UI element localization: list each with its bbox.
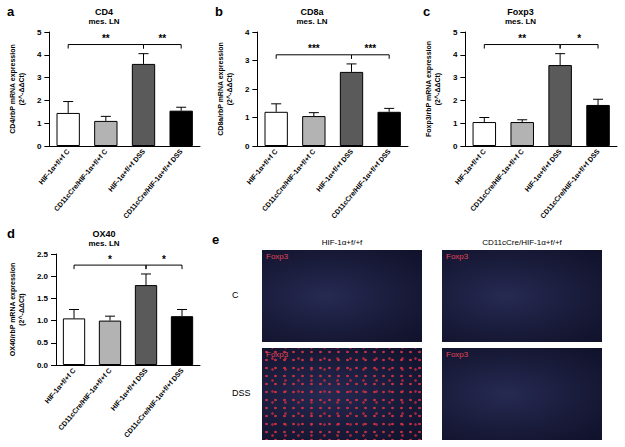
svg-text:Foxp3/rbP mRNA expression: Foxp3/rbP mRNA expression — [425, 41, 433, 137]
html-text:Foxp3: Foxp3 — [266, 252, 289, 261]
svg-text:CD8a/rbP mRNA expression: CD8a/rbP mRNA expression — [217, 42, 225, 135]
svg-text:(2^-ΔΔCt): (2^-ΔΔCt) — [18, 293, 26, 325]
svg-text:CD4: CD4 — [95, 7, 113, 17]
svg-text:2: 2 — [453, 96, 458, 105]
svg-text:CD8a: CD8a — [300, 7, 324, 17]
svg-text:**: ** — [158, 33, 166, 44]
svg-text:2: 2 — [37, 96, 42, 105]
svg-text:HIF-1α+f/+f C: HIF-1α+f/+f C — [454, 148, 487, 186]
svg-text:4: 4 — [37, 50, 42, 59]
svg-text:mes. LN: mes. LN — [505, 17, 536, 26]
svg-text:(2^-ΔΔCt): (2^-ΔΔCt) — [18, 73, 26, 105]
svg-text:mes. LN: mes. LN — [88, 17, 119, 26]
svg-text:**: ** — [102, 33, 110, 44]
svg-text:(2^-ΔΔCt): (2^-ΔΔCt) — [226, 73, 234, 105]
svg-text:5: 5 — [453, 28, 458, 37]
html-text:Foxp3: Foxp3 — [446, 350, 469, 359]
svg-text:HIF-1α+f/+f DSS: HIF-1α+f/+f DSS — [315, 148, 355, 193]
svg-text:1: 1 — [453, 119, 458, 128]
svg-text:CD11cCre/HIF-1α+f/+f C: CD11cCre/HIF-1α+f/+f C — [53, 148, 109, 213]
svg-text:CD11cCre/HIF-1α+f/+f DSS: CD11cCre/HIF-1α+f/+f DSS — [539, 148, 601, 220]
svg-text:***: *** — [364, 43, 376, 54]
svg-text:HIF-1α+f/+f DSS: HIF-1α+f/+f DSS — [523, 148, 563, 193]
svg-text:0: 0 — [245, 142, 250, 151]
svg-text:b: b — [215, 4, 223, 19]
svg-text:c: c — [423, 4, 430, 19]
svg-text:3: 3 — [453, 73, 458, 82]
html-text:C: C — [232, 290, 239, 300]
svg-text:*: * — [577, 33, 581, 44]
svg-text:HIF-1α+f/+f C: HIF-1α+f/+f C — [245, 148, 278, 186]
svg-text:mes. LN: mes. LN — [88, 239, 119, 248]
svg-text:(2^-ΔΔCt): (2^-ΔΔCt) — [434, 73, 442, 105]
svg-text:**: ** — [518, 33, 526, 44]
svg-text:0.5: 0.5 — [37, 338, 49, 347]
svg-text:3: 3 — [37, 73, 42, 82]
svg-text:***: *** — [308, 43, 320, 54]
svg-text:OX40: OX40 — [92, 229, 115, 239]
svg-text:HIF-1α+f/+f C: HIF-1α+f/+f C — [43, 367, 76, 405]
svg-text:CD11cCre/HIF-1α+f/+f DSS: CD11cCre/HIF-1α+f/+f DSS — [123, 367, 185, 439]
html-text:Foxp3: Foxp3 — [446, 252, 469, 261]
svg-text:Foxp3: Foxp3 — [507, 7, 534, 17]
svg-text:0: 0 — [37, 142, 42, 151]
svg-text:1.5: 1.5 — [37, 294, 49, 303]
html-text:HIF-1α+f/+f: HIF-1α+f/+f — [321, 238, 363, 247]
svg-text:5: 5 — [37, 28, 42, 37]
svg-text:a: a — [7, 4, 15, 19]
svg-text:CD11cCre/HIF-1α+f/+f C: CD11cCre/HIF-1α+f/+f C — [469, 148, 525, 213]
svg-text:d: d — [7, 226, 15, 241]
svg-text:0: 0 — [453, 142, 458, 151]
svg-text:2.0: 2.0 — [37, 272, 49, 281]
svg-text:HIF-1α+f/+f DSS: HIF-1α+f/+f DSS — [109, 367, 149, 412]
svg-text:3: 3 — [245, 56, 250, 65]
svg-text:1: 1 — [37, 119, 42, 128]
svg-text:HIF-1α+f/+f DSS: HIF-1α+f/+f DSS — [107, 148, 147, 193]
svg-text:1: 1 — [245, 113, 250, 122]
svg-text:CD11cCre/HIF-1α+f/+f C: CD11cCre/HIF-1α+f/+f C — [261, 148, 317, 213]
svg-text:CD11cCre/HIF-1α+f/+f DSS: CD11cCre/HIF-1α+f/+f DSS — [122, 148, 184, 220]
svg-text:2.5: 2.5 — [37, 250, 49, 259]
html-text:Foxp3: Foxp3 — [266, 350, 289, 359]
svg-text:mes. LN: mes. LN — [296, 17, 327, 26]
html-text:e: e — [212, 232, 220, 247]
svg-text:4: 4 — [245, 28, 250, 37]
svg-text:CD11cCre/HIF-1α+f/+f DSS: CD11cCre/HIF-1α+f/+f DSS — [330, 148, 392, 220]
svg-text:1.0: 1.0 — [37, 316, 49, 325]
svg-text:0.0: 0.0 — [37, 361, 49, 370]
svg-text:CD4/rbP mRNA expression: CD4/rbP mRNA expression — [9, 44, 17, 133]
html-text:CD11cCre/HIF-1α+f/+f: CD11cCre/HIF-1α+f/+f — [482, 238, 562, 247]
html-text:DSS: DSS — [232, 388, 251, 398]
svg-text:OX40/rbP mRNA expression: OX40/rbP mRNA expression — [9, 263, 17, 356]
svg-text:2: 2 — [245, 85, 250, 94]
svg-text:HIF-1α+f/+f C: HIF-1α+f/+f C — [37, 148, 70, 186]
svg-text:*: * — [162, 254, 166, 265]
svg-text:4: 4 — [453, 50, 458, 59]
svg-text:*: * — [108, 254, 112, 265]
svg-text:CD11cCre/HIF-1α+f/+f C: CD11cCre/HIF-1α+f/+f C — [57, 367, 113, 432]
